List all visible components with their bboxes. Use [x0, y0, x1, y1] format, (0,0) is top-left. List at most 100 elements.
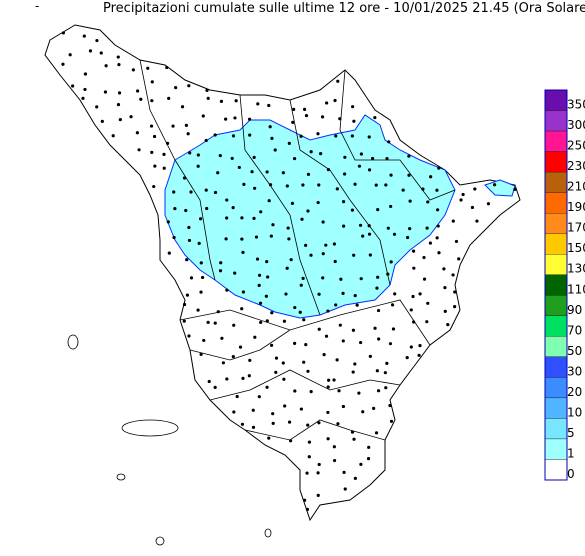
station — [232, 410, 236, 414]
legend-label: 50 — [567, 344, 582, 358]
station — [116, 55, 120, 59]
station — [240, 237, 244, 241]
station — [409, 308, 413, 312]
station — [335, 187, 339, 191]
legend-label: 350 — [567, 98, 585, 112]
station — [240, 422, 245, 426]
station — [355, 303, 359, 307]
station — [186, 132, 190, 136]
station — [82, 34, 86, 38]
station — [187, 84, 191, 88]
legend: 3503002502302101901701501301109070503020… — [544, 89, 585, 481]
station — [422, 277, 427, 281]
station — [116, 103, 121, 107]
station — [513, 187, 517, 191]
legend-swatch — [544, 438, 568, 460]
station — [282, 377, 286, 381]
station — [341, 200, 346, 204]
station — [350, 208, 355, 212]
station — [174, 86, 178, 90]
station — [292, 156, 297, 161]
legend-swatch — [544, 397, 568, 419]
legend-label: 110 — [567, 282, 585, 296]
station — [372, 406, 376, 410]
islands — [67, 334, 272, 546]
station — [374, 431, 379, 435]
station — [184, 123, 188, 127]
stations — [61, 31, 517, 511]
station — [201, 114, 205, 118]
station — [241, 250, 245, 255]
map — [44, 24, 521, 546]
station — [196, 153, 200, 157]
station — [301, 183, 305, 187]
station — [283, 404, 287, 408]
station — [332, 242, 337, 246]
station — [185, 258, 189, 262]
map-title: Precipitazioni cumulate sulle ultime 12 … — [103, 1, 585, 16]
legend-label: 90 — [567, 303, 582, 317]
station — [350, 134, 354, 138]
station — [341, 404, 345, 409]
legend-swatch — [544, 151, 568, 173]
legend-label: 1 — [567, 446, 575, 460]
station — [385, 361, 389, 365]
station — [368, 253, 372, 257]
legend-label: 20 — [567, 385, 582, 399]
station — [95, 105, 99, 109]
station — [388, 403, 392, 408]
station — [213, 385, 217, 389]
legend-label: 10 — [567, 405, 582, 419]
station — [150, 150, 154, 155]
station — [61, 62, 65, 66]
legend-swatch — [544, 192, 568, 214]
station — [252, 216, 256, 220]
station — [213, 133, 217, 137]
station — [386, 226, 390, 230]
station — [453, 305, 457, 309]
station — [361, 234, 365, 238]
station — [407, 173, 411, 177]
station — [377, 337, 381, 341]
station — [274, 356, 279, 360]
station — [104, 64, 108, 68]
station — [166, 220, 170, 224]
station — [231, 206, 235, 210]
legend-label: 0 — [567, 467, 575, 481]
station — [389, 173, 393, 177]
station — [234, 99, 238, 103]
station — [435, 188, 439, 192]
station — [470, 205, 475, 210]
station — [334, 134, 338, 138]
station — [326, 168, 330, 172]
station — [152, 184, 156, 189]
station — [338, 117, 342, 121]
station — [324, 334, 329, 338]
station — [206, 320, 210, 324]
station — [206, 96, 210, 100]
station — [271, 223, 275, 227]
station — [384, 386, 388, 390]
station — [189, 276, 194, 280]
station — [321, 220, 325, 224]
station — [248, 117, 252, 121]
station — [230, 156, 234, 161]
station — [117, 91, 122, 95]
station — [422, 255, 426, 260]
station — [352, 437, 356, 441]
station — [71, 84, 75, 88]
station — [492, 183, 497, 187]
station — [384, 183, 388, 187]
station — [182, 302, 187, 307]
station — [391, 327, 396, 331]
legend-label: 30 — [567, 364, 582, 378]
station — [418, 292, 422, 296]
station — [446, 323, 450, 327]
station — [118, 118, 122, 122]
station — [267, 103, 271, 108]
station — [326, 309, 330, 313]
station — [267, 199, 271, 203]
station — [429, 175, 433, 179]
station — [199, 261, 203, 265]
station — [412, 320, 416, 324]
